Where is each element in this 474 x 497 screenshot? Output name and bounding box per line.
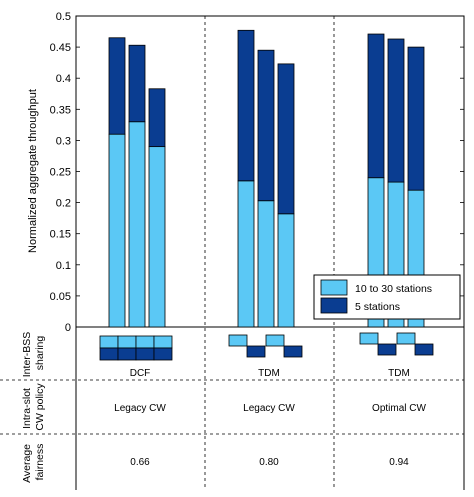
sharing-label-3: TDM [388, 368, 410, 379]
row-label-cw-line2: CW policy [34, 383, 46, 431]
row-label-sharing-line2: sharing [34, 336, 46, 371]
legend-swatch-dark [320, 297, 348, 314]
legend: 10 to 30 stations 5 stations [313, 274, 461, 320]
y-axis-ticks: 0 0.05 0.1 0.15 0.2 0.25 0.3 0.35 0.4 0.45 0.5 [50, 11, 464, 334]
y-tick-label: 0.5 [56, 11, 71, 23]
cw-policy-1: Legacy CW [114, 403, 166, 414]
tdm-cell [228, 334, 248, 347]
bar-segment-5-stations [128, 44, 146, 123]
fairness-1: 0.66 [130, 457, 150, 468]
y-tick-label: 0 [65, 322, 71, 334]
dcf-cell [153, 347, 173, 361]
bar-segment-10-to-30-stations [128, 121, 146, 328]
row-label-sharing-line1: Inter-BSS [21, 332, 33, 378]
y-tick-label: 0.2 [56, 198, 71, 210]
row-label-fairness-line1: Average [21, 444, 33, 483]
y-tick-label: 0.25 [50, 167, 71, 179]
bar-segment-5-stations [367, 33, 385, 179]
tdm-cell [265, 334, 285, 347]
tdm-cell [377, 343, 397, 356]
y-tick-label: 0.4 [56, 73, 71, 85]
tdm-cell [414, 343, 434, 356]
sharing-label-2: TDM [258, 368, 280, 379]
bar-segment-10-to-30-stations [148, 146, 166, 328]
dcf-cell [117, 347, 137, 361]
bars [108, 29, 425, 328]
tdm-staggered-blocks-icon [359, 332, 434, 356]
dcf-cell [153, 335, 173, 349]
bar-segment-5-stations [257, 49, 275, 202]
y-tick-label: 0.3 [56, 135, 71, 147]
tdm-cell [396, 332, 416, 345]
y-tick-label: 0.05 [50, 291, 71, 303]
dcf-cell [99, 347, 119, 361]
bar-segment-5-stations [277, 63, 295, 215]
tdm-staggered-blocks-icon [228, 334, 303, 358]
fairness-2: 0.80 [259, 457, 279, 468]
dcf-cell [99, 335, 119, 349]
bar-segment-10-to-30-stations [108, 133, 126, 328]
bar-segment-10-to-30-stations [237, 180, 255, 328]
dcf-cell [135, 335, 155, 349]
bar-segment-5-stations [237, 29, 255, 182]
cw-policy-2: Legacy CW [243, 403, 295, 414]
dcf-cell [135, 347, 155, 361]
y-tick-label: 0.45 [50, 42, 71, 54]
sharing-label-1: DCF [130, 368, 151, 379]
bar-segment-10-to-30-stations [257, 200, 275, 328]
row-label-fairness: Average fairness [21, 441, 46, 483]
row-label-sharing: Inter-BSS sharing [21, 329, 46, 377]
bar-segment-5-stations [387, 38, 405, 183]
dcf-blocks-icon [99, 335, 173, 361]
cw-policy-3: Optimal CW [372, 403, 426, 414]
row-label-fairness-line2: fairness [34, 444, 46, 481]
legend-swatch-light [320, 279, 348, 296]
bar-segment-5-stations [407, 46, 425, 191]
tdm-cell [283, 345, 303, 358]
fairness-3: 0.94 [389, 457, 409, 468]
tdm-cell [246, 345, 266, 358]
y-tick-label: 0.35 [50, 104, 71, 116]
bar-segment-5-stations [148, 88, 166, 148]
tdm-cell [359, 332, 379, 345]
bar-segment-10-to-30-stations [277, 213, 295, 328]
y-axis-label: Normalized aggregate throughput [27, 89, 39, 253]
row-label-cw-policy: Intra-slot CW policy [21, 383, 46, 431]
y-tick-label: 0.1 [56, 260, 71, 272]
y-tick-label: 0.15 [50, 229, 71, 241]
row-label-cw-line1: Intra-slot [21, 388, 33, 429]
bar-segment-5-stations [108, 37, 126, 135]
legend-label-dark: 5 stations [355, 301, 400, 313]
legend-label-light: 10 to 30 stations [355, 283, 432, 295]
dcf-cell [117, 335, 137, 349]
